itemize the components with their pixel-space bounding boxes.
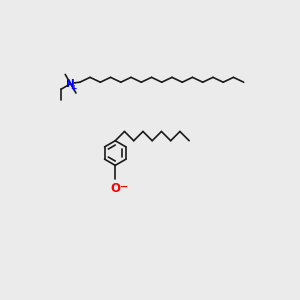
- Text: −: −: [120, 182, 128, 191]
- Text: O: O: [110, 182, 120, 194]
- Text: +: +: [70, 84, 77, 93]
- Text: N: N: [66, 79, 75, 89]
